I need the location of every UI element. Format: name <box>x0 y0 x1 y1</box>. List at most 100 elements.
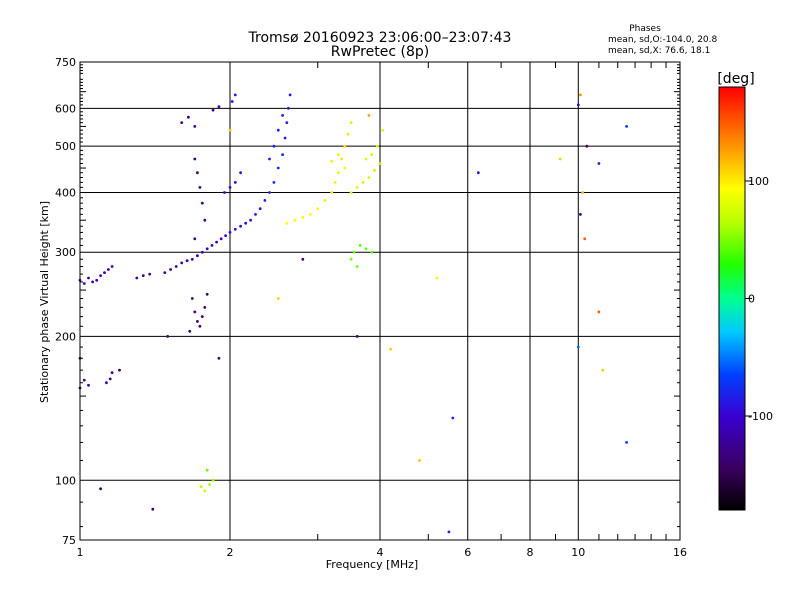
echo-point <box>601 368 605 372</box>
echo-point <box>217 105 221 108</box>
echo-point <box>95 278 99 282</box>
echo-point <box>301 215 305 219</box>
echo-point <box>108 377 112 381</box>
echo-point <box>373 169 376 172</box>
echo-point <box>91 280 94 284</box>
echo-point <box>370 153 374 157</box>
echo-point <box>281 153 284 157</box>
echo-point <box>217 356 221 360</box>
echo-point <box>585 144 589 148</box>
echo-point <box>230 100 234 103</box>
echo-point <box>254 213 257 216</box>
echo-point <box>110 371 114 374</box>
echo-point <box>349 257 353 261</box>
echo-point <box>233 181 237 184</box>
colorbar-ticks: 100 0 -100 <box>745 175 773 423</box>
echo-point <box>476 171 480 175</box>
x-tick-label: 4 <box>377 546 384 559</box>
echo-point <box>367 114 371 117</box>
echo-point <box>361 181 365 184</box>
echo-point <box>224 234 228 238</box>
echo-point <box>625 125 628 128</box>
echo-point <box>249 218 253 222</box>
echo-point <box>215 240 219 244</box>
colorbar-label: [deg] <box>717 71 754 87</box>
echo-point <box>355 335 359 338</box>
echo-point <box>272 181 276 184</box>
echo-point <box>367 176 371 179</box>
echo-point <box>418 459 421 462</box>
echo-point <box>87 383 90 387</box>
echo-point <box>105 381 108 385</box>
echo-point <box>180 261 184 265</box>
echo-point <box>355 186 359 189</box>
echo-point <box>203 306 207 309</box>
y-tick-label: 500 <box>55 140 76 153</box>
echo-point <box>200 250 204 254</box>
phases-mean-x: mean, sd,X: 76.6, 18.1 <box>608 46 710 56</box>
echo-point <box>337 153 340 157</box>
echo-point <box>364 247 368 251</box>
echo-point <box>187 115 190 119</box>
echo-point <box>283 136 287 140</box>
echo-point <box>239 171 243 175</box>
echo-point <box>447 530 451 534</box>
echo-point <box>435 276 439 280</box>
echo-point <box>163 271 167 274</box>
echo-point <box>205 468 209 472</box>
echo-point <box>581 191 584 194</box>
echo-point <box>203 489 207 493</box>
x-tick-labels: 1 2 4 6 8 10 16 <box>77 546 688 559</box>
echo-point <box>205 247 209 251</box>
plot-frame <box>79 61 681 541</box>
echo-point <box>196 254 199 258</box>
echo-point <box>223 191 226 194</box>
y-tick-label: 600 <box>55 102 76 115</box>
x-tick-label: 6 <box>464 546 471 559</box>
echo-point <box>340 157 343 161</box>
echo-point <box>180 121 184 124</box>
echo-point <box>378 162 382 165</box>
echo-point <box>364 157 368 161</box>
y-tick-label: 200 <box>55 330 76 343</box>
echo-point <box>210 244 214 247</box>
echo-point <box>203 218 207 222</box>
echo-point <box>625 441 628 444</box>
echo-point <box>141 274 145 277</box>
echo-point <box>196 320 199 323</box>
echo-point <box>389 347 392 351</box>
x-axis-label: Frequency [MHz] <box>326 558 418 571</box>
echo-point <box>309 213 312 216</box>
echo-point <box>99 487 102 491</box>
echo-point <box>576 345 580 349</box>
echo-point <box>268 157 271 161</box>
echo-point <box>211 108 215 112</box>
echo-point <box>285 221 289 225</box>
y-tick-label: 75 <box>62 534 76 547</box>
chart-title: Tromsø 20160923 23:06:00–23:07:43 <box>248 30 512 46</box>
echo-point <box>579 213 582 216</box>
chart-subtitle: RwPretec (8p) <box>331 44 429 60</box>
echo-point <box>343 144 347 148</box>
echo-point <box>193 125 197 128</box>
echo-point <box>349 191 353 194</box>
colorbar-tick-label: 100 <box>748 175 769 188</box>
echo-point <box>583 237 587 241</box>
echo-point <box>358 244 362 247</box>
echo-point <box>281 114 284 117</box>
echo-point <box>193 157 197 161</box>
echo-point <box>185 259 189 263</box>
echo-point <box>285 121 289 124</box>
echo-point <box>258 207 262 211</box>
echo-point <box>333 181 337 184</box>
echo-point <box>301 257 305 261</box>
x-tick-label: 8 <box>527 546 534 559</box>
echo-point <box>330 159 334 163</box>
echo-point <box>174 265 178 268</box>
echo-point <box>375 144 379 148</box>
echo-point <box>244 221 248 225</box>
echo-point <box>233 93 237 97</box>
colorbar-tick-label: 0 <box>748 293 755 306</box>
echo-point <box>597 310 601 314</box>
